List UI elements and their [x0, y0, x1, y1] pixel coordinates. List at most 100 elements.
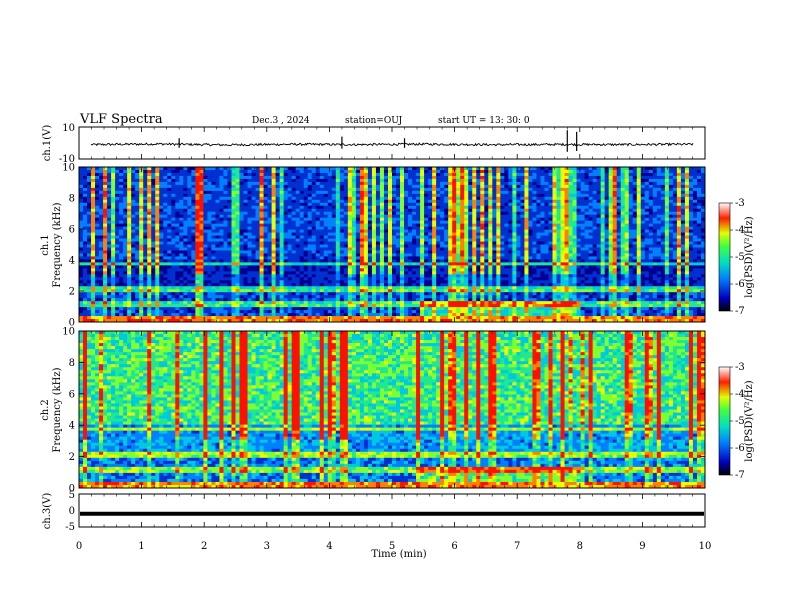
spectrogram-cell — [444, 268, 449, 272]
spectrogram-cell — [432, 220, 437, 225]
spectrogram-cell — [171, 292, 176, 296]
spectrogram-cell — [452, 226, 457, 230]
spectrogram-cell — [295, 196, 301, 201]
spectrogram-cell — [432, 235, 437, 239]
spectrogram-cell — [139, 223, 144, 228]
spectrogram-cell — [119, 211, 124, 216]
spectrogram-cell — [211, 226, 216, 230]
spectrogram-cell — [171, 271, 176, 275]
spectrogram-cell — [371, 292, 377, 296]
spectrogram-cell — [135, 316, 140, 320]
spectrogram-cell — [396, 169, 401, 174]
spectrogram-cell — [227, 181, 232, 186]
spectrogram-cell — [87, 202, 92, 207]
spectrogram-cell — [448, 211, 453, 216]
spectrogram-cell — [259, 229, 264, 233]
spectrogram-cell — [207, 205, 212, 210]
spectrogram-cell — [171, 268, 176, 272]
spectrogram-cell — [408, 208, 413, 213]
spectrogram-cell — [127, 214, 132, 219]
spectrogram-cell — [335, 271, 341, 275]
spectrogram-cell — [424, 241, 429, 245]
spectrogram-cell — [87, 262, 92, 266]
spectrogram-cell — [207, 178, 212, 183]
spectrogram-cell — [79, 301, 84, 305]
spectrogram-cell — [383, 259, 389, 263]
spectrogram-cell — [127, 265, 132, 269]
spectrogram-cell — [307, 247, 313, 251]
spectrogram-cell — [363, 208, 369, 213]
spectrogram-cell — [291, 232, 297, 236]
spectrogram-cell — [311, 316, 317, 320]
spectrogram-cell — [195, 193, 200, 198]
spectrogram-cell — [255, 241, 260, 245]
spectrogram-cell — [219, 295, 224, 299]
spectrogram-cell — [404, 172, 409, 177]
spectrogram-cell — [171, 286, 176, 290]
spectrogram-cell — [452, 187, 457, 192]
spectrogram-cell — [239, 259, 244, 263]
spectrogram-cell — [91, 313, 96, 317]
spectrogram-cell — [355, 319, 361, 323]
spectrogram-cell — [247, 235, 252, 239]
spectrogram-cell — [307, 286, 313, 290]
spectrogram-cell — [279, 286, 285, 290]
spectrogram-cell — [428, 310, 433, 314]
spectrogram-cell — [303, 283, 309, 287]
spectrogram-cell — [191, 256, 196, 260]
spectrogram-cell — [91, 259, 96, 263]
spectrogram-cell — [367, 214, 373, 219]
spectrogram-cell — [267, 298, 273, 302]
spectrogram-cell — [303, 301, 309, 305]
spectrogram-cell — [171, 274, 176, 278]
spectrogram-cell — [103, 167, 108, 171]
spectrogram-cell — [351, 307, 357, 311]
spectrogram-cell — [460, 193, 465, 198]
spectrogram-cell — [371, 214, 377, 219]
spectrogram-cell — [207, 199, 212, 204]
spectrogram-cell — [143, 235, 148, 239]
spectrogram-cell — [151, 187, 156, 192]
spectrogram-cell — [383, 178, 389, 183]
spectrogram-cell — [255, 259, 260, 263]
spectrogram-cell — [331, 241, 337, 245]
spectrogram-cell — [263, 256, 268, 260]
spectrogram-cell — [219, 211, 224, 216]
spectrogram-cell — [311, 202, 317, 207]
spectrogram-cell — [199, 280, 204, 284]
spectrogram-cell — [199, 316, 204, 320]
spectrogram-cell — [103, 250, 108, 254]
spectrogram-cell — [319, 223, 325, 228]
spectrogram-cell — [456, 316, 461, 320]
spectrogram-cell — [91, 220, 96, 225]
spectrogram-cell — [135, 229, 140, 233]
spectrogram-cell — [355, 307, 361, 311]
spectrogram-cell — [139, 298, 144, 302]
spectrogram-cell — [119, 196, 124, 201]
spectrogram-cell — [424, 265, 429, 269]
spectrogram-cell — [283, 169, 289, 174]
spectrogram-cell — [139, 277, 144, 281]
spectrogram-cell — [424, 307, 429, 311]
spectrogram-cell — [408, 172, 413, 177]
spectrogram-cell — [147, 256, 152, 260]
spectrogram-cell — [307, 301, 313, 305]
spectrogram-cell — [279, 172, 285, 177]
spectrogram-cell — [400, 190, 405, 195]
spectrogram-cell — [303, 244, 309, 248]
spectrogram-cell — [416, 262, 421, 266]
spectrogram-cell — [456, 286, 461, 290]
spectrogram-cell — [107, 274, 112, 278]
spectrogram-cell — [99, 319, 104, 323]
spectrogram-cell — [444, 286, 449, 290]
spectrogram-cell — [335, 313, 341, 317]
spectrogram-cell — [343, 292, 349, 296]
spectrogram-cell — [400, 169, 405, 174]
spectrogram-cell — [448, 190, 453, 195]
spectrogram-cell — [91, 289, 96, 293]
spectrogram-cell — [416, 184, 421, 189]
spectrogram-cell — [183, 295, 188, 299]
spectrogram-cell — [383, 298, 389, 302]
spectrogram-cell — [400, 313, 405, 317]
spectrogram-cell — [187, 295, 192, 299]
